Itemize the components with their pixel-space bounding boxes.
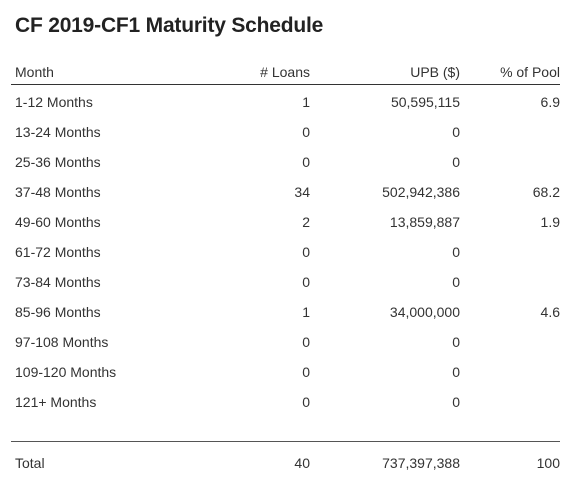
cell-loans: 0	[302, 124, 310, 140]
total-loans: 40	[294, 455, 310, 471]
cell-month: 37-48 Months	[15, 184, 101, 200]
table-row: 85-96 Months 1 34,000,000 4.6	[11, 297, 560, 327]
cell-upb: 13,859,887	[389, 214, 460, 230]
table-row: 73-84 Months 0 0	[11, 267, 560, 297]
table-row: 49-60 Months 2 13,859,887 1.9	[11, 207, 560, 237]
table-row: 97-108 Months 0 0	[11, 327, 560, 357]
cell-loans: 0	[302, 274, 310, 290]
cell-loans: 0	[302, 334, 310, 350]
table-row: 37-48 Months 34 502,942,386 68.2	[11, 177, 560, 207]
cell-upb: 34,000,000	[389, 304, 460, 320]
cell-month: 49-60 Months	[15, 214, 101, 230]
cell-pct: 68.2	[532, 184, 560, 200]
cell-loans: 0	[302, 364, 310, 380]
cell-upb: 0	[452, 124, 460, 140]
total-label: Total	[15, 455, 45, 471]
cell-month: 97-108 Months	[15, 334, 109, 350]
total-upb: 737,397,388	[382, 455, 460, 471]
cell-month: 25-36 Months	[15, 154, 101, 170]
table-body: 1-12 Months 1 50,595,115 6.9 13-24 Months 0 0 2…	[11, 87, 560, 417]
column-header-loans: # Loans	[260, 64, 310, 80]
cell-upb: 0	[452, 364, 460, 380]
cell-month: 61-72 Months	[15, 244, 101, 260]
page-title: CF 2019-CF1 Maturity Schedule	[15, 14, 324, 37]
maturity-table: Month # Loans UPB ($) % of Pool 1-12 Mon…	[11, 60, 560, 478]
cell-upb: 50,595,115	[390, 94, 460, 110]
cell-month: 73-84 Months	[15, 274, 101, 290]
table-row: 121+ Months 0 0	[11, 387, 560, 417]
cell-loans: 0	[302, 394, 310, 410]
column-header-upb: UPB ($)	[410, 64, 460, 80]
cell-loans: 2	[302, 214, 310, 230]
cell-upb: 0	[452, 154, 460, 170]
cell-upb: 0	[452, 274, 460, 290]
table-row: 1-12 Months 1 50,595,115 6.9	[11, 87, 560, 117]
table-header: Month # Loans UPB ($) % of Pool	[11, 60, 560, 85]
table-row: 25-36 Months 0 0	[11, 147, 560, 177]
cell-loans: 1	[302, 94, 310, 110]
column-header-pct: % of Pool	[500, 64, 560, 80]
table-row: 109-120 Months 0 0	[11, 357, 560, 387]
cell-month: 109-120 Months	[15, 364, 117, 380]
cell-upb: 0	[452, 244, 460, 260]
cell-loans: 34	[294, 184, 310, 200]
cell-pct: 1.9	[540, 214, 560, 230]
cell-upb: 0	[452, 334, 460, 350]
cell-pct: 6.9	[540, 94, 560, 110]
table-row: 61-72 Months 0 0	[11, 237, 560, 267]
table-row: 13-24 Months 0 0	[11, 117, 560, 147]
total-pct: 100	[536, 455, 560, 471]
cell-month: 121+ Months	[15, 394, 97, 410]
cell-upb: 0	[452, 394, 460, 410]
cell-loans: 1	[302, 304, 310, 320]
cell-upb: 502,942,386	[382, 184, 460, 200]
cell-month: 13-24 Months	[15, 124, 101, 140]
cell-loans: 0	[302, 244, 310, 260]
cell-loans: 0	[302, 154, 310, 170]
total-divider	[11, 417, 560, 442]
cell-month: 85-96 Months	[15, 304, 101, 320]
cell-pct: 4.6	[540, 304, 560, 320]
column-header-month: Month	[15, 64, 54, 80]
cell-month: 1-12 Months	[15, 94, 93, 110]
table-total-row: Total 40 737,397,388 100	[11, 448, 560, 478]
